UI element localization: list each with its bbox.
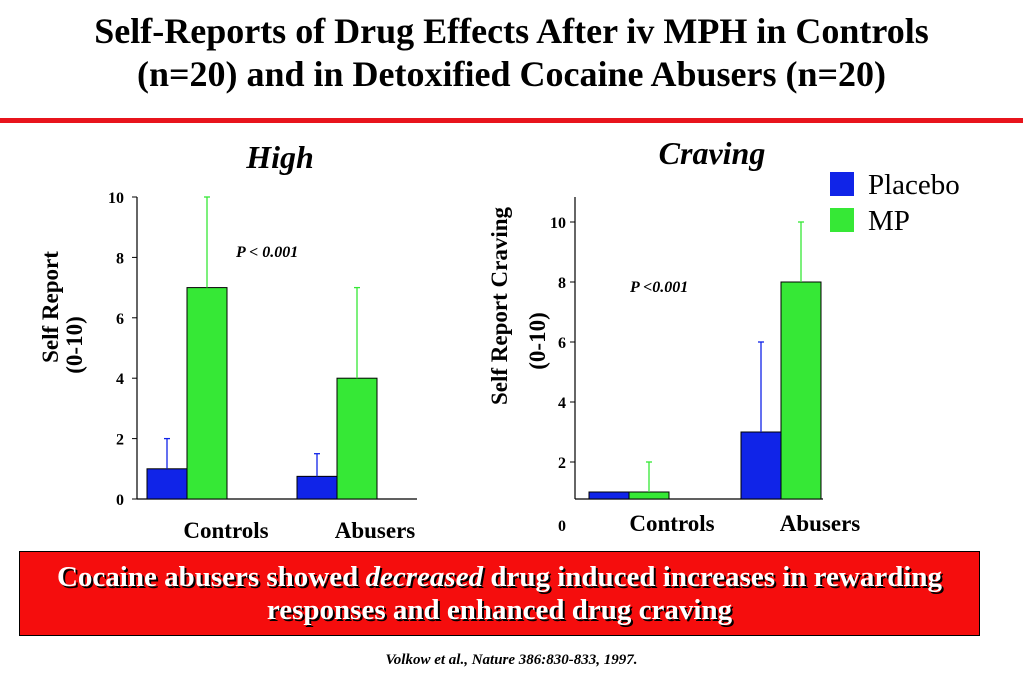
- x-tick-label: Controls: [183, 518, 268, 543]
- slide-title: Self-Reports of Drug Effects After iv MP…: [0, 10, 1023, 96]
- y-axis-label: Self Report: [38, 251, 63, 363]
- slide-title-line-1: Self-Reports of Drug Effects After iv MP…: [94, 11, 929, 51]
- y-tick-label: 2: [558, 455, 566, 472]
- conclusion-text-end: drug induced increases in rewarding resp…: [266, 560, 943, 626]
- conclusion-text-emphasis: decreased: [365, 560, 484, 593]
- bar-mp-abusers: [336, 377, 378, 500]
- y-tick-label: 10: [108, 190, 124, 207]
- y-tick-label: 6: [116, 311, 124, 328]
- chart-title: Craving: [659, 135, 766, 171]
- bar-mp-controls: [186, 287, 228, 500]
- bar-placebo-controls: [588, 491, 630, 500]
- x-tick-label: Abusers: [335, 518, 416, 543]
- bar-mp-controls: [628, 491, 670, 500]
- y-axis-label: Self Report Craving: [487, 206, 512, 405]
- y-tick-label: 4: [116, 371, 124, 388]
- citation: Volkow et al., Nature 386:830-833, 1997.: [385, 652, 638, 668]
- chart-title: High: [245, 139, 314, 175]
- conclusion-banner: Cocaine abusers showed decreased drug in…: [19, 551, 980, 636]
- y-tick-label: 6: [558, 335, 566, 352]
- y-axis-sublabel: (0-10): [525, 312, 550, 369]
- y-tick-label: 8: [116, 250, 124, 267]
- y-tick-label: 2: [116, 432, 124, 449]
- y-tick-label: 8: [558, 275, 566, 292]
- p-value-annotation: P <0.001: [629, 279, 688, 296]
- y-tick-label: 0: [116, 492, 124, 509]
- p-value-annotation: P < 0.001: [235, 244, 298, 261]
- slide-title-line-2: (n=20) and in Detoxified Cocaine Abusers…: [136, 54, 887, 94]
- y-axis-sublabel: (0-10): [62, 316, 87, 373]
- y-tick-label: 10: [550, 215, 566, 232]
- bar-placebo-abusers: [740, 431, 782, 500]
- legend: Placebo MP: [830, 169, 960, 237]
- conclusion-text: Cocaine abusers showed decreased drug in…: [20, 561, 979, 627]
- x-tick-label: Abusers: [780, 511, 861, 536]
- legend-label-placebo: Placebo: [868, 169, 960, 201]
- chart-panel-high: High Self Report (0-10) 0 2 4 6 8 10 Controls Abus…: [38, 139, 417, 543]
- bar-placebo-controls: [146, 468, 188, 500]
- x-tick-label: Controls: [629, 511, 714, 536]
- legend-swatch-mp: [830, 208, 854, 232]
- chart-panel-craving: Craving Self Report Craving (0-10) 0 2 4 6 8 10 C…: [487, 135, 860, 536]
- conclusion-text-start: Cocaine abusers showed: [56, 560, 366, 593]
- bar-placebo-abusers: [296, 475, 338, 500]
- title-divider: [0, 118, 1023, 123]
- y-tick-label: 4: [558, 395, 566, 412]
- legend-swatch-placebo: [830, 172, 854, 196]
- y-tick-label: 0: [558, 518, 566, 535]
- bar-mp-abusers: [780, 281, 822, 500]
- legend-label-mp: MP: [868, 205, 910, 237]
